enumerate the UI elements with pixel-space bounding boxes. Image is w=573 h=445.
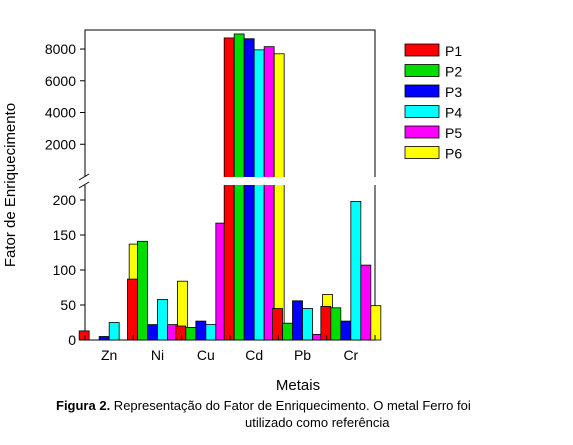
y-tick-label: 6000 <box>45 73 76 89</box>
y-axis-ticks: 0 50 100 150 200 2000 4000 6000 8000 <box>45 41 85 348</box>
bar-Cu-P4 <box>205 324 217 341</box>
bar-Cr-P5 <box>360 264 372 341</box>
bar-Cd-P1 <box>223 37 235 341</box>
caption-line-2: utilizado como referência <box>245 415 390 430</box>
y-tick-label: 50 <box>60 297 76 313</box>
bar-Cr-P3 <box>340 320 352 341</box>
legend-label-P2: P2 <box>445 64 462 80</box>
y-axis-title: Fator de Enriquecimento <box>2 103 19 267</box>
bar-chart: 0 50 100 150 200 2000 4000 6000 8000 Zn Ni Cu Cd Pb C… <box>2 29 462 394</box>
bar-Zn-P3 <box>98 336 110 341</box>
bar-Cr-P6 <box>370 305 382 341</box>
bar-Cd-P4 <box>253 49 265 341</box>
x-tick-label: Cd <box>245 347 263 363</box>
legend-swatch-P4 <box>404 105 440 118</box>
bar-Cd-P2 <box>233 33 245 341</box>
legend-label-P5: P5 <box>445 125 462 141</box>
legend-swatch-P6 <box>404 146 440 159</box>
y-tick-label: 2000 <box>45 136 76 152</box>
y-tick-label: 8000 <box>45 41 76 57</box>
x-tick-label: Cu <box>197 347 215 363</box>
legend-label-P1: P1 <box>445 43 462 59</box>
caption-label: Figura 2. <box>56 398 111 413</box>
bar-Cr-P2 <box>330 307 342 341</box>
y-tick-label: 0 <box>68 332 76 348</box>
x-tick-label: Pb <box>294 347 311 363</box>
bar-Zn-P1 <box>78 330 90 341</box>
bar-Zn-P4 <box>108 322 120 341</box>
x-tick-label: Cr <box>343 347 358 363</box>
bar-Pb-P3 <box>292 300 303 341</box>
bar-Pb-P2 <box>282 322 293 341</box>
bar-Pb-P1 <box>272 308 283 341</box>
bars-group <box>78 33 382 341</box>
bar-Ni-P1 <box>127 278 138 341</box>
bar-Cd-P3 <box>243 38 255 341</box>
axis-break <box>78 173 377 189</box>
bar-Cr-P4 <box>350 200 362 341</box>
bar-Cu-P3 <box>195 320 207 341</box>
legend-swatch-P3 <box>404 84 440 98</box>
x-axis-ticks: Zn Ni Cu Cd Pb Cr <box>84 335 376 363</box>
bar-Cd-P5 <box>263 46 275 341</box>
caption-text: Representação do Fator de Enriquecimento… <box>110 398 471 413</box>
bar-Cu-P2 <box>185 326 197 341</box>
bar-Cu-P1 <box>175 325 187 341</box>
legend-label-P4: P4 <box>445 105 462 121</box>
legend-swatch-P5 <box>404 125 440 139</box>
x-tick-label: Ni <box>151 347 164 363</box>
legend: P1 P2 P3 P4 P5 P6 <box>404 43 462 162</box>
bar-Pb-P4 <box>302 308 313 341</box>
y-tick-label: 200 <box>53 192 77 208</box>
legend-label-P3: P3 <box>445 84 462 100</box>
bar-Ni-P4 <box>157 298 168 341</box>
legend-label-P6: P6 <box>445 146 462 162</box>
y-tick-label: 100 <box>53 262 77 278</box>
axis-break-band <box>83 177 377 185</box>
x-axis-title: Metais <box>276 377 320 394</box>
axis-break-mark-lower <box>78 181 90 189</box>
caption-line-1: Figura 2. Representação do Fator de Enri… <box>56 398 471 413</box>
axis-break-mark-upper <box>78 173 90 181</box>
bar-Cd-P6 <box>273 53 285 341</box>
legend-swatch-P1 <box>404 43 440 57</box>
y-tick-label: 150 <box>53 227 77 243</box>
legend-swatch-P2 <box>404 64 440 77</box>
y-tick-label: 4000 <box>45 105 76 121</box>
bar-Ni-P3 <box>147 324 158 341</box>
bar-Ni-P2 <box>137 240 148 341</box>
x-tick-label: Zn <box>101 347 117 363</box>
bar-Cr-P1 <box>320 305 332 341</box>
